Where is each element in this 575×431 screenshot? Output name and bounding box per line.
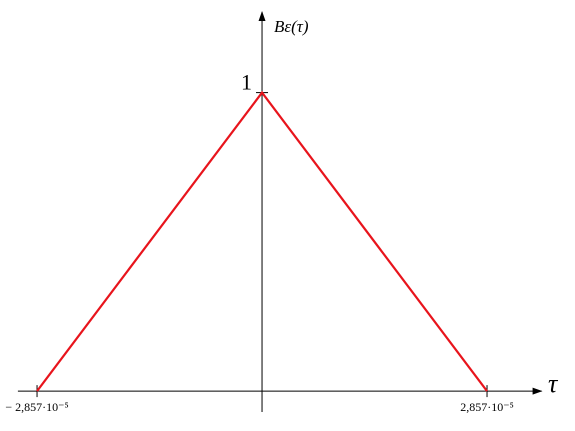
data-line [36, 90, 488, 392]
y-tick-label: 1 [241, 70, 252, 95]
y-axis-label: Bε(τ) [274, 17, 309, 36]
x-axis-label: τ [548, 369, 559, 398]
x-tick-label: 2,857·10⁻⁵ [460, 400, 514, 414]
x-tick-label: − 2,857·10⁻⁵ [5, 400, 68, 414]
